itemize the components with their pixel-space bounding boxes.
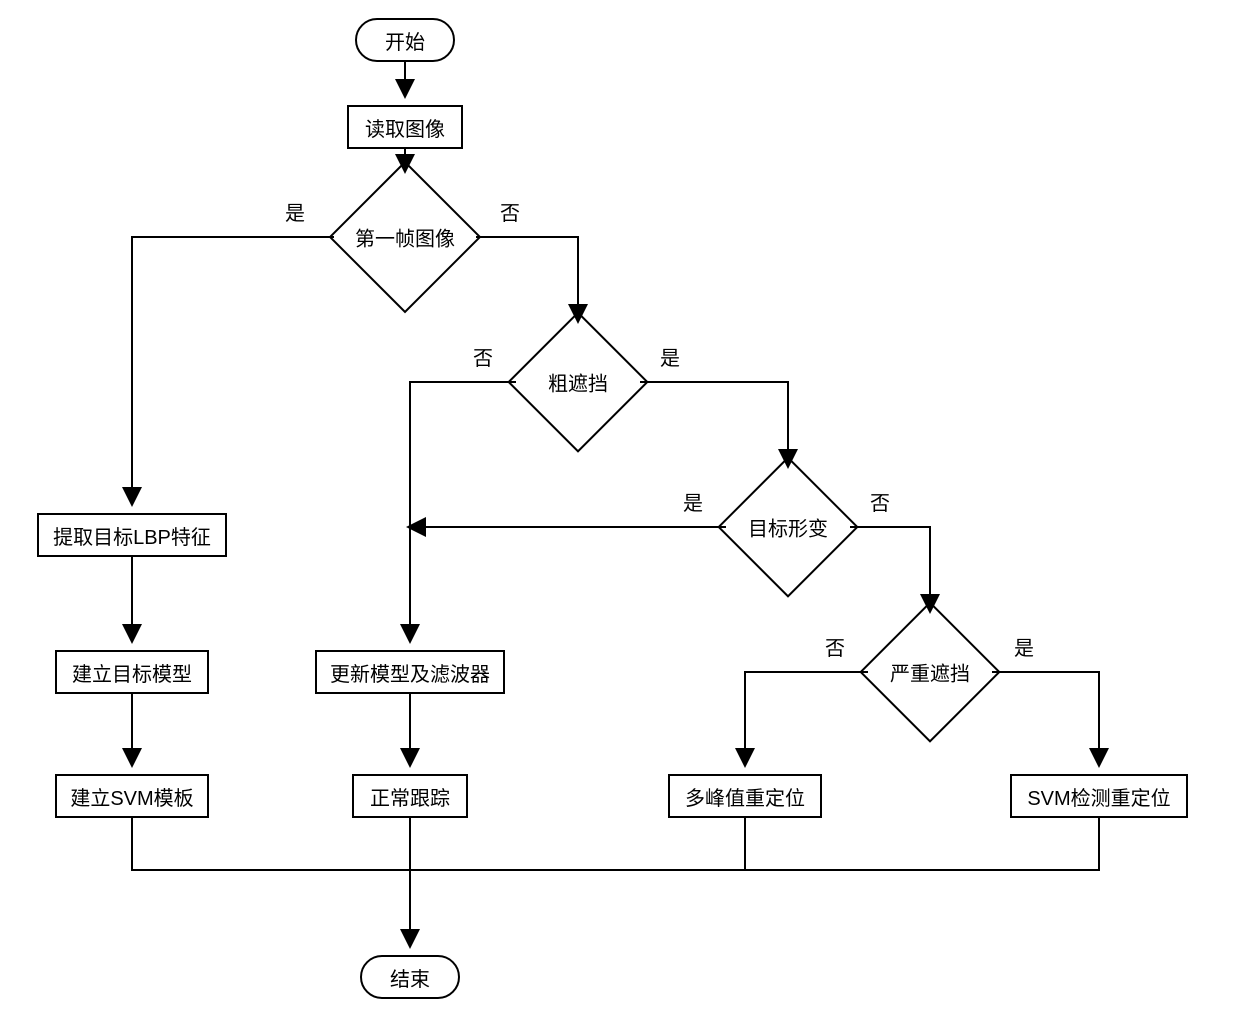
update-model-process: 更新模型及滤波器 [315,650,505,694]
start-terminal: 开始 [355,18,455,62]
deform-yes-label: 是 [683,487,703,516]
normal-track-label: 正常跟踪 [370,782,450,811]
coarse-occlusion-label: 粗遮挡 [548,368,608,397]
coarse-yes-label: 是 [660,342,680,371]
extract-lbp-process: 提取目标LBP特征 [37,513,227,557]
first-frame-yes-label: 是 [285,197,305,226]
svm-detect-label: SVM检测重定位 [1027,782,1170,811]
start-label: 开始 [385,26,425,55]
multipeak-label: 多峰值重定位 [685,782,805,811]
target-deform-label: 目标形变 [748,513,828,542]
multipeak-process: 多峰值重定位 [668,774,822,818]
svm-detect-process: SVM检测重定位 [1010,774,1188,818]
first-frame-no-label: 否 [500,197,520,226]
deform-no-label: 否 [870,487,890,516]
severe-occlusion-label: 严重遮挡 [890,658,970,687]
severe-no-label: 否 [825,632,845,661]
flow-arrows [0,0,1240,1024]
build-svm-process: 建立SVM模板 [55,774,209,818]
end-label: 结束 [390,963,430,992]
read-image-label: 读取图像 [365,113,445,142]
build-model-process: 建立目标模型 [55,650,209,694]
coarse-no-label: 否 [473,342,493,371]
normal-track-process: 正常跟踪 [352,774,468,818]
severe-yes-label: 是 [1014,632,1034,661]
build-model-label: 建立目标模型 [72,658,192,687]
extract-lbp-label: 提取目标LBP特征 [53,521,211,550]
update-model-label: 更新模型及滤波器 [330,658,490,687]
read-image-process: 读取图像 [347,105,463,149]
first-frame-label: 第一帧图像 [355,223,455,252]
build-svm-label: 建立SVM模板 [70,782,193,811]
end-terminal: 结束 [360,955,460,999]
